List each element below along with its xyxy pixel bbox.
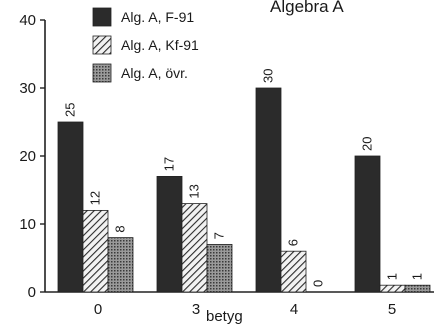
data-label: 12 bbox=[88, 191, 103, 205]
legend-swatch bbox=[92, 7, 112, 27]
bar-2-cat-3 bbox=[181, 203, 208, 293]
data-label: 1 bbox=[410, 273, 425, 280]
bars bbox=[57, 87, 431, 293]
x-tick-label: 0 bbox=[94, 301, 102, 318]
data-labels: 25 12 8 17 13 7 30 6 0 20 1 1 bbox=[63, 69, 425, 287]
data-label: 17 bbox=[162, 157, 177, 171]
legend-swatch bbox=[92, 35, 112, 55]
bar-1-cat-3 bbox=[156, 175, 183, 293]
data-label: 13 bbox=[187, 184, 202, 198]
bar-2-cat-0 bbox=[82, 209, 109, 293]
bar-1-cat-0 bbox=[57, 121, 84, 293]
chart-title: Algebra A bbox=[270, 0, 344, 16]
data-label: 7 bbox=[212, 232, 227, 239]
data-label: 0 bbox=[311, 280, 326, 287]
bar-2-cat-4 bbox=[280, 250, 307, 293]
bar-3-cat-3 bbox=[206, 243, 233, 293]
data-label: 8 bbox=[113, 225, 128, 232]
y-tick-label: 20 bbox=[19, 148, 36, 165]
x-tick-label: 3 bbox=[192, 301, 200, 318]
data-label: 1 bbox=[385, 273, 400, 280]
legend-entry: Alg. A, övr. bbox=[121, 65, 188, 81]
y-axis: 0 10 20 30 40 bbox=[19, 12, 46, 301]
data-label: 25 bbox=[63, 103, 78, 117]
legend: Alg. A, F-91 Alg. A, Kf-91 Alg. A, övr. bbox=[92, 7, 199, 83]
bar-2-cat-5 bbox=[379, 284, 406, 293]
bar-1-cat-5 bbox=[354, 155, 381, 293]
y-tick-label: 30 bbox=[19, 80, 36, 97]
bar-3-cat-0 bbox=[107, 237, 134, 293]
legend-entry: Alg. A, F-91 bbox=[121, 9, 194, 25]
y-tick-label: 40 bbox=[19, 12, 36, 29]
data-label: 20 bbox=[360, 137, 375, 151]
x-tick-label: 5 bbox=[388, 301, 396, 318]
legend-entry: Alg. A, Kf-91 bbox=[121, 37, 199, 53]
data-label: 6 bbox=[286, 239, 301, 246]
x-axis-label: betyg bbox=[206, 308, 243, 325]
y-tick-label: 10 bbox=[19, 216, 36, 233]
x-tick-label: 4 bbox=[290, 301, 298, 318]
legend-swatch bbox=[92, 63, 112, 83]
bar-1-cat-4 bbox=[255, 87, 282, 293]
y-tick-label: 0 bbox=[28, 284, 36, 301]
bar-3-cat-5 bbox=[404, 284, 431, 293]
data-label: 30 bbox=[261, 69, 276, 83]
